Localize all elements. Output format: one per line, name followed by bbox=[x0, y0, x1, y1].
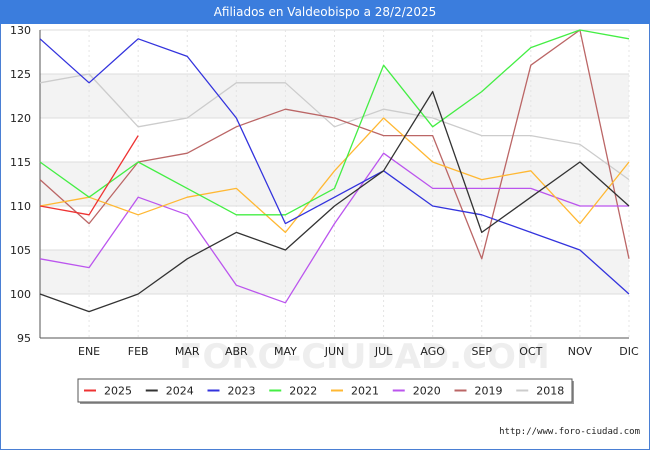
watermark-text: FORO-CIUDAD.COM bbox=[179, 337, 550, 377]
y-tick-label: 95 bbox=[17, 332, 31, 345]
chart-title: Afiliados en Valdeobispo a 28/2/2025 bbox=[0, 0, 650, 24]
legend-label-2025: 2025 bbox=[104, 385, 132, 398]
series-line-2022 bbox=[39, 29, 630, 216]
y-tick-label: 100 bbox=[10, 288, 31, 301]
x-tick-label: JUL bbox=[374, 345, 393, 358]
series-line-2021 bbox=[39, 117, 630, 234]
series-line-2018 bbox=[39, 73, 630, 181]
source-url[interactable]: http://www.foro-ciudad.com bbox=[499, 427, 640, 437]
y-tick-label: 110 bbox=[10, 200, 31, 213]
x-tick-label: MAR bbox=[175, 345, 200, 358]
series-line-2024 bbox=[39, 90, 630, 313]
x-tick-label: FEB bbox=[128, 345, 149, 358]
x-tick-label: NOV bbox=[568, 345, 593, 358]
y-tick-label: 115 bbox=[10, 156, 31, 169]
series-line-2025 bbox=[39, 135, 139, 216]
x-tick-label: MAY bbox=[274, 345, 297, 358]
legend-label-2018: 2018 bbox=[536, 385, 564, 398]
legend-box bbox=[77, 378, 573, 403]
series-line-2020 bbox=[39, 152, 629, 304]
legend-label-2024: 2024 bbox=[166, 385, 194, 398]
x-tick-label: JUN bbox=[324, 345, 345, 358]
x-tick-label: AGO bbox=[420, 345, 445, 358]
series-line-2023 bbox=[39, 38, 630, 295]
legend-label-2019: 2019 bbox=[475, 385, 503, 398]
y-tick-label: 105 bbox=[10, 244, 31, 257]
x-tick-label: DIC bbox=[619, 345, 639, 358]
y-tick-label: 125 bbox=[10, 68, 31, 81]
legend-label-2022: 2022 bbox=[289, 385, 317, 398]
x-tick-label: ABR bbox=[225, 345, 248, 358]
grid-band bbox=[40, 162, 629, 206]
y-tick-label: 130 bbox=[10, 24, 31, 37]
x-tick-label: OCT bbox=[519, 345, 542, 358]
y-tick-label: 120 bbox=[10, 112, 31, 125]
x-tick-label: ENE bbox=[78, 345, 100, 358]
legend-label-2020: 2020 bbox=[413, 385, 441, 398]
x-tick-label: SEP bbox=[471, 345, 492, 358]
legend-label-2023: 2023 bbox=[228, 385, 256, 398]
legend-label-2021: 2021 bbox=[351, 385, 379, 398]
